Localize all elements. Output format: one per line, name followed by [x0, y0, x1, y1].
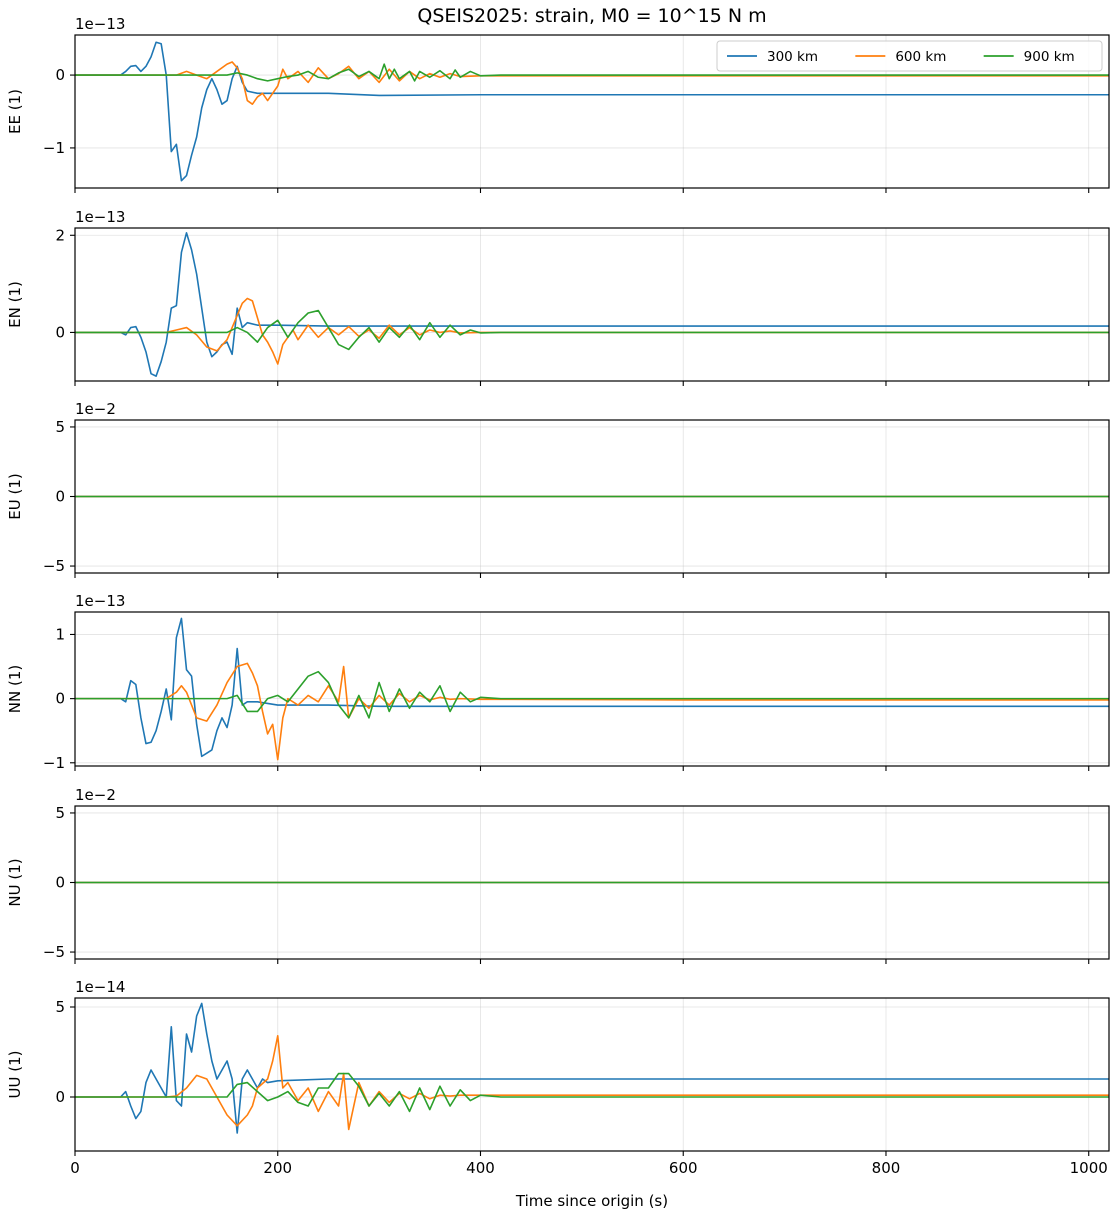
- y-scale-label: 1e−2: [75, 786, 116, 804]
- x-tick-label: 800: [872, 1159, 901, 1177]
- y-tick-label: −5: [43, 943, 65, 961]
- y-axis-label: NU (1): [6, 858, 24, 906]
- y-scale-label: 1e−13: [75, 208, 125, 226]
- y-tick-label: 0: [55, 1088, 65, 1106]
- legend-box: [716, 40, 1103, 72]
- x-tick-label: 0: [70, 1159, 80, 1177]
- panel-5: 0 200 400 600 800 1000 0 5 1e−14 UU (1): [6, 978, 1110, 1177]
- y-axis-label: NN (1): [6, 665, 24, 713]
- y-scale-label: 1e−13: [75, 592, 125, 610]
- y-tick-label: 0: [55, 488, 65, 506]
- series-line-300-km: [75, 41, 1109, 182]
- y-tick-label: −1: [43, 139, 65, 157]
- x-tick-label: 600: [669, 1159, 698, 1177]
- axis-frame: [74, 227, 1110, 382]
- y-axis-label: UU (1): [6, 1051, 24, 1099]
- y-tick-label: −5: [43, 557, 65, 575]
- panels: −1 0 1e−13 EE (1) 0 2 1e−13 EN (1) −5 0 5 1e−2 EU (1…: [6, 15, 1110, 1177]
- x-tick-label: 1000: [1070, 1159, 1108, 1177]
- y-tick-label: 0: [55, 874, 65, 892]
- y-tick-label: −1: [43, 754, 65, 772]
- x-tick-label: 200: [263, 1159, 292, 1177]
- panel-3: −1 0 1 1e−13 NN (1): [6, 592, 1110, 772]
- y-tick-label: 1: [55, 625, 65, 643]
- series-line-300-km: [75, 232, 1109, 377]
- y-tick-label: 0: [55, 66, 65, 84]
- y-axis-label: EU (1): [6, 473, 24, 519]
- y-axis-label: EN (1): [6, 281, 24, 328]
- y-tick-label: 5: [55, 998, 65, 1016]
- legend: 300 km 600 km 900 km: [716, 40, 1103, 72]
- panel-4: −5 0 5 1e−2 NU (1): [6, 786, 1110, 964]
- figure-title: QSEIS2025: strain, M0 = 10^15 N m: [417, 5, 766, 27]
- y-tick-label: 0: [55, 323, 65, 341]
- y-scale-label: 1e−13: [75, 15, 125, 33]
- series-line-600-km: [75, 1035, 1109, 1131]
- series-line-300-km: [75, 617, 1109, 758]
- legend-entry: 600 km: [895, 49, 946, 65]
- y-scale-label: 1e−2: [75, 400, 116, 418]
- legend-entry: 300 km: [767, 49, 818, 65]
- y-tick-label: 2: [55, 226, 65, 244]
- y-tick-label: 5: [55, 804, 65, 822]
- axis-frame: [74, 34, 1110, 189]
- panel-1: 0 2 1e−13 EN (1): [6, 208, 1110, 386]
- series-line-900-km: [75, 309, 1109, 351]
- axis-frame: [74, 611, 1110, 767]
- series-line-900-km: [75, 1072, 1109, 1113]
- y-tick-label: 0: [55, 690, 65, 708]
- y-tick-label: 5: [55, 418, 65, 436]
- y-axis-label: EE (1): [6, 89, 24, 134]
- series-line-300-km: [75, 1002, 1109, 1134]
- axis-frame: [74, 997, 1110, 1152]
- series-line-600-km: [75, 61, 1109, 106]
- x-tick-label: 400: [466, 1159, 495, 1177]
- panel-2: −5 0 5 1e−2 EU (1): [6, 400, 1110, 578]
- series-line-900-km: [75, 63, 1109, 82]
- series-line-900-km: [75, 670, 1109, 719]
- x-axis-label: Time since origin (s): [515, 1192, 668, 1210]
- legend-entry: 900 km: [1024, 49, 1075, 65]
- y-scale-label: 1e−14: [75, 978, 125, 996]
